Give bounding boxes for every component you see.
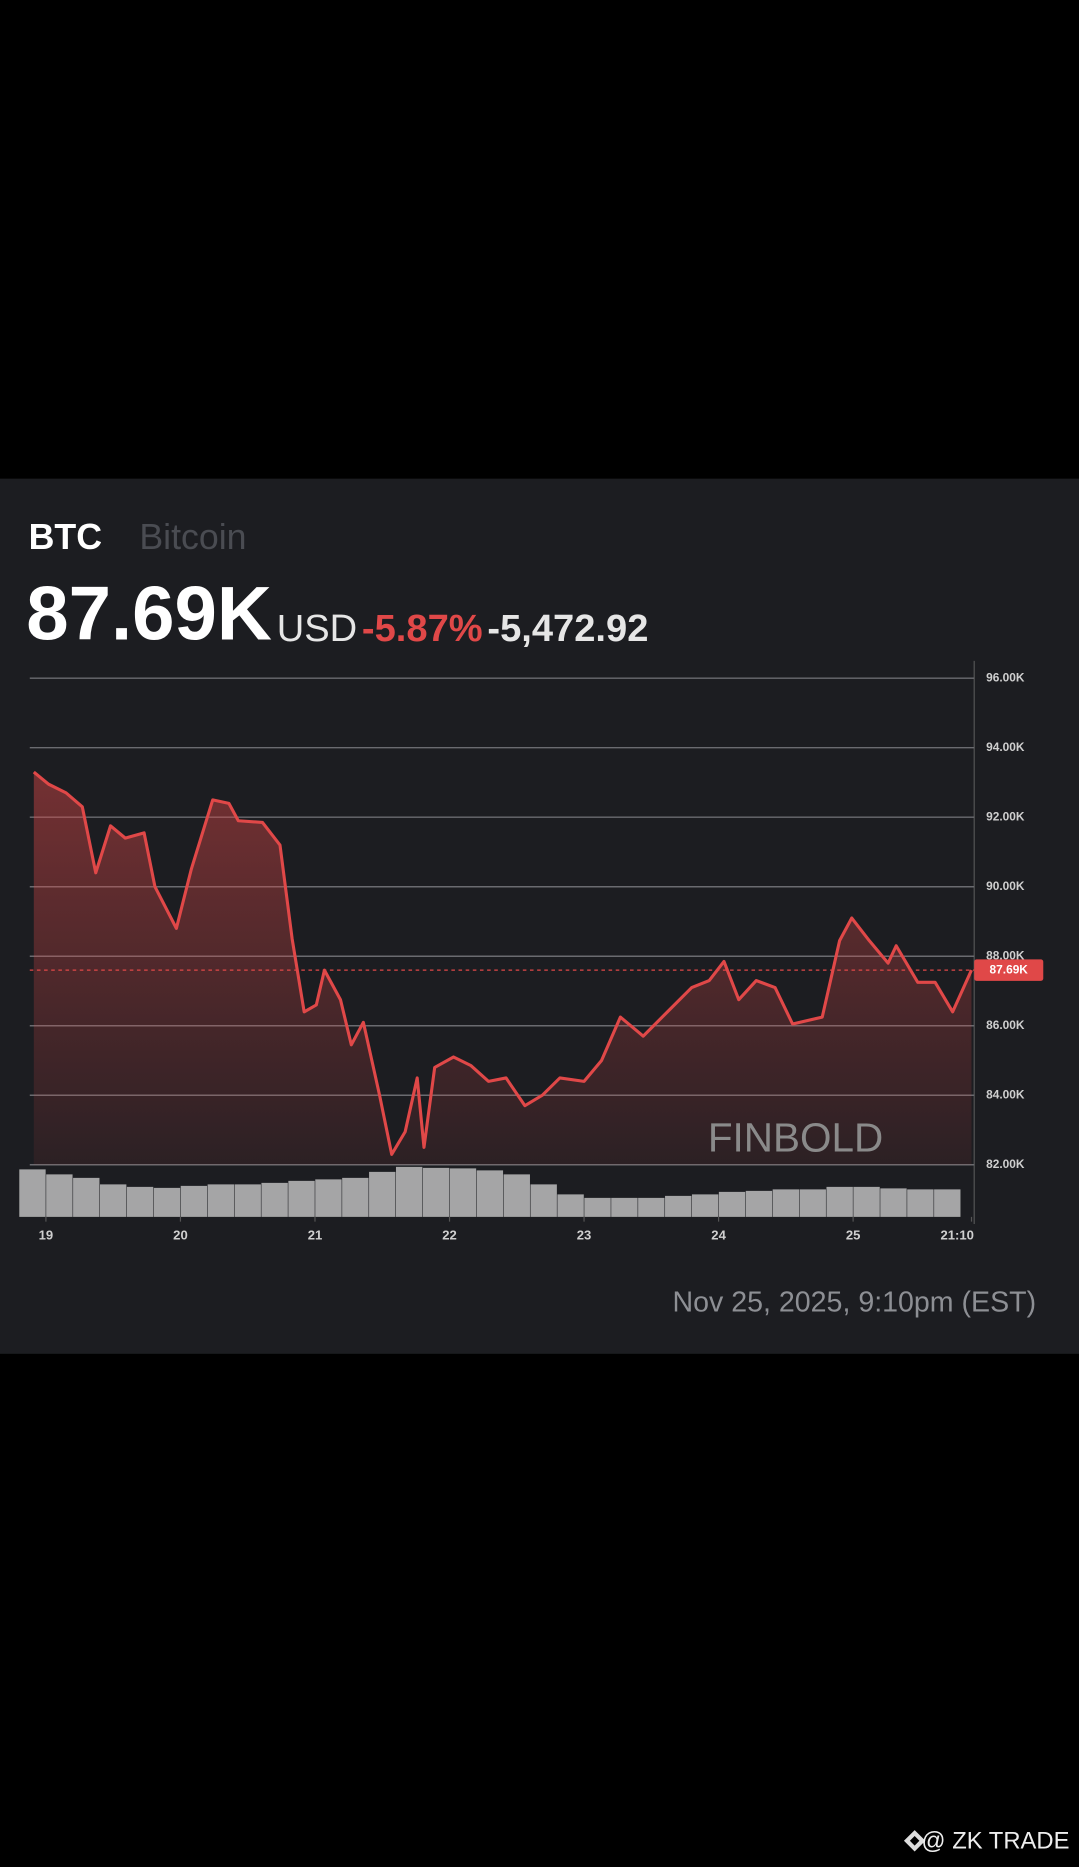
volume-bar	[288, 1180, 315, 1217]
volume-bar	[772, 1189, 800, 1217]
x-tick-label: 21:10	[940, 1227, 973, 1242]
symbol: BTC	[29, 517, 102, 557]
volume-bar	[261, 1182, 288, 1217]
volume-bar	[718, 1191, 746, 1217]
volume-bar	[611, 1197, 638, 1217]
volume-bar	[207, 1184, 234, 1217]
x-tick-label: 24	[711, 1227, 726, 1242]
volume-bar	[853, 1186, 880, 1217]
x-tick-label: 22	[442, 1227, 457, 1242]
y-tick-label: 94.00K	[986, 740, 1025, 754]
y-tick-label: 96.00K	[986, 670, 1025, 684]
volume-bar	[745, 1190, 773, 1217]
y-tick-label: 90.00K	[986, 879, 1025, 893]
volume-bar	[880, 1188, 907, 1217]
credit-icon	[903, 1830, 926, 1852]
x-tick-label: 19	[39, 1227, 54, 1242]
timestamp: Nov 25, 2025, 9:10pm (EST)	[673, 1286, 1037, 1318]
volume-bar	[934, 1189, 961, 1217]
y-tick-label: 88.00K	[986, 948, 1025, 962]
y-tick-label: 84.00K	[986, 1087, 1025, 1101]
watermark: FINBOLD	[708, 1114, 883, 1160]
volume-bar	[826, 1186, 853, 1217]
y-tick-label: 92.00K	[986, 809, 1025, 823]
y-tick-label: 86.00K	[986, 1018, 1025, 1032]
volume-bar	[234, 1184, 261, 1217]
area-fill	[33, 772, 972, 1165]
last-price-label: 87.69K	[990, 962, 1029, 976]
chart-layer: 96.00K 94.00K 92.00K 90.00K 88.00K 86.00K 84.0…	[19, 660, 1044, 1242]
volume-bar	[691, 1194, 719, 1217]
price-line	[32, 770, 973, 1156]
price: 87.69K	[26, 571, 272, 656]
change-percent: -5.87%	[362, 608, 483, 650]
volume-bar	[665, 1195, 692, 1217]
volume-bar	[907, 1189, 934, 1217]
x-tick-label: 25	[846, 1227, 861, 1242]
volume-bar	[315, 1179, 342, 1217]
volume-bar	[342, 1177, 369, 1217]
volume-bar	[449, 1168, 477, 1217]
volume-bar	[638, 1197, 665, 1217]
volume-bar	[126, 1186, 154, 1217]
volume-bar	[584, 1197, 611, 1217]
volume-bar	[476, 1170, 504, 1217]
coin-name: Bitcoin	[139, 517, 246, 557]
x-tick-label: 23	[577, 1227, 592, 1242]
volume-bar	[422, 1167, 450, 1217]
volume-bar	[557, 1194, 584, 1217]
y-tick-label: 82.00K	[986, 1157, 1025, 1171]
change-absolute: -5,472.92	[487, 608, 648, 650]
credit: @ ZK TRADE	[921, 1827, 1069, 1854]
volume-bar	[19, 1169, 46, 1217]
currency: USD	[277, 608, 357, 650]
volume-bar	[46, 1174, 73, 1217]
volume-bar	[73, 1177, 100, 1217]
x-tick-label: 20	[173, 1227, 188, 1242]
volume-bar	[369, 1171, 396, 1217]
volume-bar	[799, 1189, 826, 1217]
volume-bar	[503, 1174, 530, 1217]
volume-bar	[153, 1187, 181, 1217]
last-price-badge	[974, 959, 1044, 981]
volume-bar	[100, 1184, 127, 1217]
volume-bar	[395, 1166, 423, 1217]
volume-bar	[180, 1185, 208, 1217]
volume-bar	[530, 1184, 557, 1217]
x-tick-label: 21	[308, 1227, 323, 1242]
